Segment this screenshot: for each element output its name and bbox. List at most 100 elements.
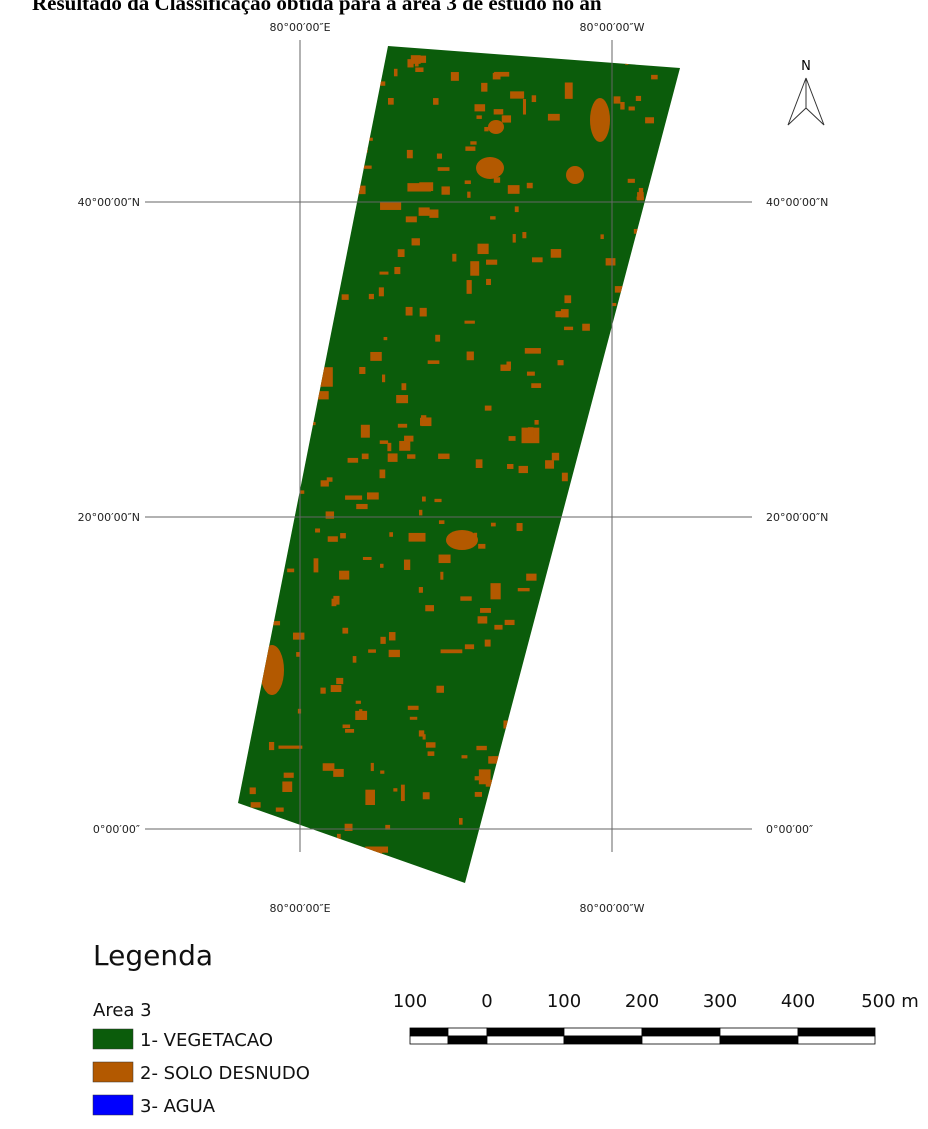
- soil-patch: [531, 383, 541, 388]
- soil-patch: [298, 709, 301, 714]
- soil-patch: [614, 423, 626, 428]
- soil-patch: [459, 818, 463, 825]
- legend-swatch: [93, 1095, 133, 1115]
- soil-patch: [412, 238, 420, 245]
- soil-patch: [286, 60, 298, 66]
- soil-patch: [475, 104, 486, 111]
- scale-label: 400: [781, 991, 815, 1012]
- soil-patch: [491, 583, 501, 599]
- soil-patch: [584, 454, 594, 459]
- scale-segment: [564, 1028, 642, 1036]
- soil-patch: [269, 742, 274, 750]
- soil-patch: [562, 529, 568, 535]
- soil-patch: [666, 722, 675, 731]
- soil-patch: [356, 701, 361, 704]
- soil-patch: [410, 717, 417, 720]
- soil-patch: [488, 756, 508, 763]
- soil-patch: [465, 180, 471, 184]
- soil-patch: [541, 877, 545, 885]
- soil-patch: [672, 528, 676, 532]
- soil-patch: [522, 232, 526, 238]
- soil-patch: [382, 375, 385, 383]
- soil-patch: [251, 652, 261, 671]
- soil-patch: [314, 558, 319, 572]
- soil-patch: [519, 466, 528, 473]
- soil-patch: [292, 211, 301, 219]
- soil-patch: [419, 587, 423, 593]
- soil-patch: [464, 321, 474, 324]
- soil-patch: [470, 261, 479, 276]
- soil-patch: [388, 453, 398, 461]
- soil-patch: [614, 701, 622, 708]
- soil-patch: [319, 343, 328, 348]
- soil-patch: [263, 211, 271, 214]
- soil-patch: [665, 783, 670, 787]
- soil-patch: [292, 491, 296, 495]
- graticule-label: 80°00′00″W: [580, 21, 645, 34]
- soil-patch: [633, 793, 642, 800]
- soil-patch: [239, 449, 261, 455]
- soil-patch: [494, 625, 502, 630]
- page: {"title": "Resultado da Classificação ob…: [0, 0, 928, 1129]
- soil-patch: [565, 773, 570, 778]
- soil-patch: [379, 287, 384, 296]
- soil-patch: [465, 146, 475, 150]
- scale-label: 100: [393, 991, 427, 1012]
- soil-patch: [380, 564, 384, 568]
- soil-patch: [582, 324, 590, 331]
- scale-segment: [410, 1036, 448, 1044]
- soil-patch: [678, 340, 682, 348]
- soil-patch: [476, 459, 483, 468]
- soil-patch: [517, 523, 523, 531]
- soil-patch: [629, 106, 635, 110]
- soil-patch: [380, 637, 385, 644]
- soil-patch: [251, 802, 261, 807]
- soil-patch: [649, 767, 656, 775]
- soil-patch: [347, 186, 354, 191]
- soil-patch: [551, 249, 561, 258]
- soil-patch: [537, 785, 543, 791]
- soil-patch: [401, 383, 406, 390]
- soil-patch: [613, 717, 618, 725]
- graticule-label: 80°00′00″E: [269, 21, 330, 34]
- soil-patch: [502, 115, 511, 122]
- soil-patch: [275, 882, 286, 888]
- soil-patch: [359, 709, 362, 717]
- soil-patch: [439, 555, 451, 564]
- soil-patch: [639, 188, 643, 197]
- soil-patch: [649, 788, 657, 795]
- soil-patch: [408, 706, 419, 710]
- soil-patch: [389, 632, 396, 640]
- soil-patch: [491, 523, 496, 527]
- soil-patch: [660, 703, 668, 711]
- soil-patch: [422, 497, 426, 502]
- legend-label: 2- SOLO DESNUDO: [140, 1063, 310, 1084]
- title: Resultado da Classificação obtida para a…: [32, 0, 602, 15]
- soil-patch: [452, 254, 456, 262]
- soil-patch: [624, 647, 632, 651]
- legend-swatch: [93, 1062, 133, 1082]
- legend-label: 1- VEGETACAO: [140, 1030, 273, 1051]
- soil-patch: [337, 834, 341, 839]
- soil-patch: [428, 360, 440, 364]
- soil-patch: [638, 825, 646, 831]
- soil-patch: [320, 688, 325, 694]
- soil-patch: [462, 755, 468, 758]
- soil-patch: [615, 286, 626, 293]
- soil-patch: [426, 742, 436, 747]
- soil-patch: [384, 337, 388, 340]
- soil-patch: [610, 863, 613, 869]
- soil-patch: [368, 649, 376, 652]
- soil-patch: [361, 425, 370, 438]
- soil-patch: [651, 57, 655, 65]
- soil-patch: [371, 763, 374, 771]
- soil-patch: [586, 522, 589, 531]
- graticule-label: 0°00′00″: [93, 823, 140, 836]
- soil-patch: [651, 556, 659, 564]
- soil-patch: [238, 478, 243, 484]
- soil-patch: [500, 365, 510, 371]
- soil-patch: [370, 352, 381, 361]
- soil-patch: [252, 414, 258, 420]
- soil-patch: [484, 127, 488, 131]
- soil-patch: [590, 98, 610, 142]
